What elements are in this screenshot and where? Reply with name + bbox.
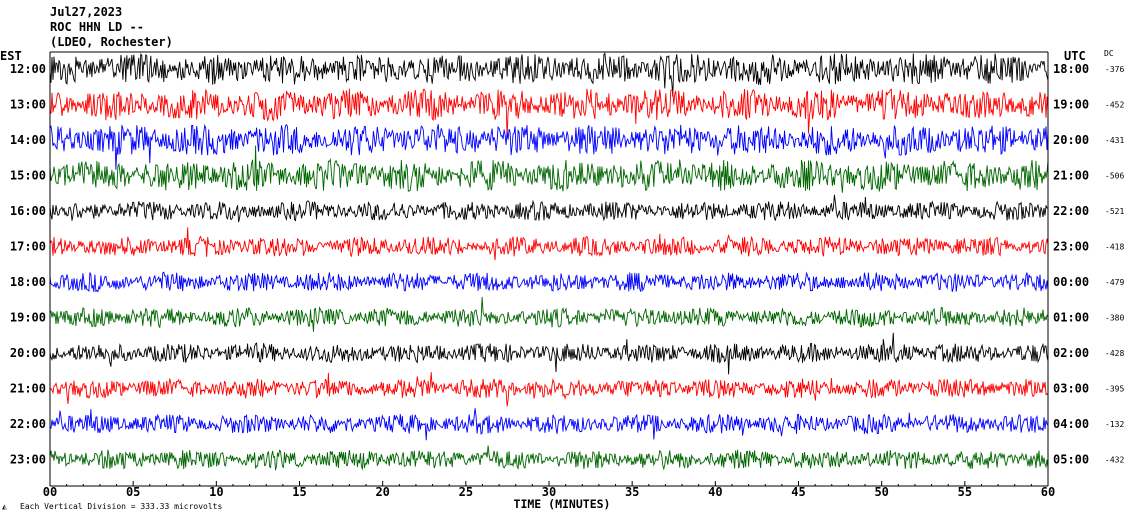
dc-offset-label: -418 xyxy=(1105,243,1124,252)
x-tick-label: 45 xyxy=(791,485,805,499)
est-hour-label: 21:00 xyxy=(10,382,46,396)
x-tick-label: 60 xyxy=(1041,485,1055,499)
network-label: (LDEO, Rochester) xyxy=(50,35,173,49)
trace-row-2300 xyxy=(49,445,1049,471)
utc-hour-label: 02:00 xyxy=(1053,346,1089,360)
dc-offset-label: -380 xyxy=(1105,314,1124,323)
x-tick-label: 40 xyxy=(708,485,722,499)
est-hour-label: 18:00 xyxy=(10,275,46,289)
est-hour-label: 16:00 xyxy=(10,204,46,218)
trace-row-1500 xyxy=(49,145,1049,193)
dc-offset-label: -432 xyxy=(1105,456,1124,465)
utc-axis-label: UTC xyxy=(1064,49,1086,63)
x-tick-label: 05 xyxy=(126,485,140,499)
utc-hour-label: 05:00 xyxy=(1053,453,1089,467)
scale-icon: ◭ xyxy=(2,502,7,511)
utc-hour-label: 21:00 xyxy=(1053,169,1089,183)
dc-offset-label: -479 xyxy=(1105,278,1124,287)
dc-offset-label: -376 xyxy=(1105,65,1124,74)
utc-hour-label: 00:00 xyxy=(1053,275,1089,289)
x-tick-label: 30 xyxy=(542,485,556,499)
x-tick-label: 55 xyxy=(958,485,972,499)
trace-row-1700 xyxy=(49,227,1049,261)
x-axis-ticks: 00 05 10 15 20 25 30 35 40 45 50 55 60 xyxy=(43,481,1055,499)
utc-hour-label: 22:00 xyxy=(1053,204,1089,218)
x-tick-label: 25 xyxy=(459,485,473,499)
utc-hour-label: 19:00 xyxy=(1053,98,1089,112)
dc-offset-label: -521 xyxy=(1105,207,1124,216)
x-tick-label: 50 xyxy=(874,485,888,499)
x-tick-label: 35 xyxy=(625,485,639,499)
seismic-traces xyxy=(49,52,1049,471)
scale-note: Each Vertical Division = 333.33 microvol… xyxy=(20,502,222,511)
dc-offset-label: -132 xyxy=(1105,420,1124,429)
trace-row-1600 xyxy=(49,194,1049,223)
trace-row-2200 xyxy=(49,408,1049,441)
trace-row-2100 xyxy=(49,372,1049,407)
dc-offset-label: -452 xyxy=(1105,101,1124,110)
utc-hour-label: 04:00 xyxy=(1053,417,1089,431)
est-hour-label: 23:00 xyxy=(10,453,46,467)
dc-offset-label: -506 xyxy=(1105,172,1124,181)
dc-column-label: DC xyxy=(1104,49,1114,58)
trace-row-1900 xyxy=(49,296,1049,332)
x-tick-label: 10 xyxy=(209,485,223,499)
chart-date: Jul27,2023 xyxy=(50,5,122,19)
est-hour-label: 17:00 xyxy=(10,240,46,254)
x-tick-label: 15 xyxy=(292,485,306,499)
utc-hour-label: 18:00 xyxy=(1053,62,1089,76)
utc-hour-label: 20:00 xyxy=(1053,133,1089,147)
trace-row-1200 xyxy=(49,52,1049,97)
est-hour-label: 13:00 xyxy=(10,98,46,112)
utc-hour-label: 03:00 xyxy=(1053,382,1089,396)
trace-row-2000 xyxy=(49,332,1049,375)
dc-offset-labels: -376 -452 -431 -506 -521 -418 -479 -380 -428 -395… xyxy=(1105,65,1124,465)
est-hour-label: 20:00 xyxy=(10,346,46,360)
est-hour-label: 14:00 xyxy=(10,133,46,147)
dc-offset-label: -395 xyxy=(1105,385,1124,394)
utc-hour-label: 23:00 xyxy=(1053,240,1089,254)
est-hour-label: 22:00 xyxy=(10,417,46,431)
trace-row-1300 xyxy=(49,88,1049,138)
est-hour-label: 12:00 xyxy=(10,62,46,76)
station-code: ROC HHN LD -- xyxy=(50,20,144,34)
est-hour-label: 15:00 xyxy=(10,169,46,183)
trace-row-1800 xyxy=(49,271,1049,293)
trace-row-1400 xyxy=(49,123,1049,170)
dc-offset-label: -428 xyxy=(1105,349,1124,358)
est-hour-label: 19:00 xyxy=(10,311,46,325)
utc-hour-labels: 18:00 19:00 20:00 21:00 22:00 23:00 00:00 01:00… xyxy=(1053,62,1089,467)
dc-offset-label: -431 xyxy=(1105,136,1124,145)
utc-hour-label: 01:00 xyxy=(1053,311,1089,325)
x-tick-label: 20 xyxy=(375,485,389,499)
est-hour-labels: 12:00 13:00 14:00 15:00 16:00 17:00 18:00 19:00… xyxy=(10,62,46,467)
x-axis-title: TIME (MINUTES) xyxy=(514,497,611,511)
x-tick-label: 00 xyxy=(43,485,57,499)
est-axis-label: EST xyxy=(0,49,22,63)
